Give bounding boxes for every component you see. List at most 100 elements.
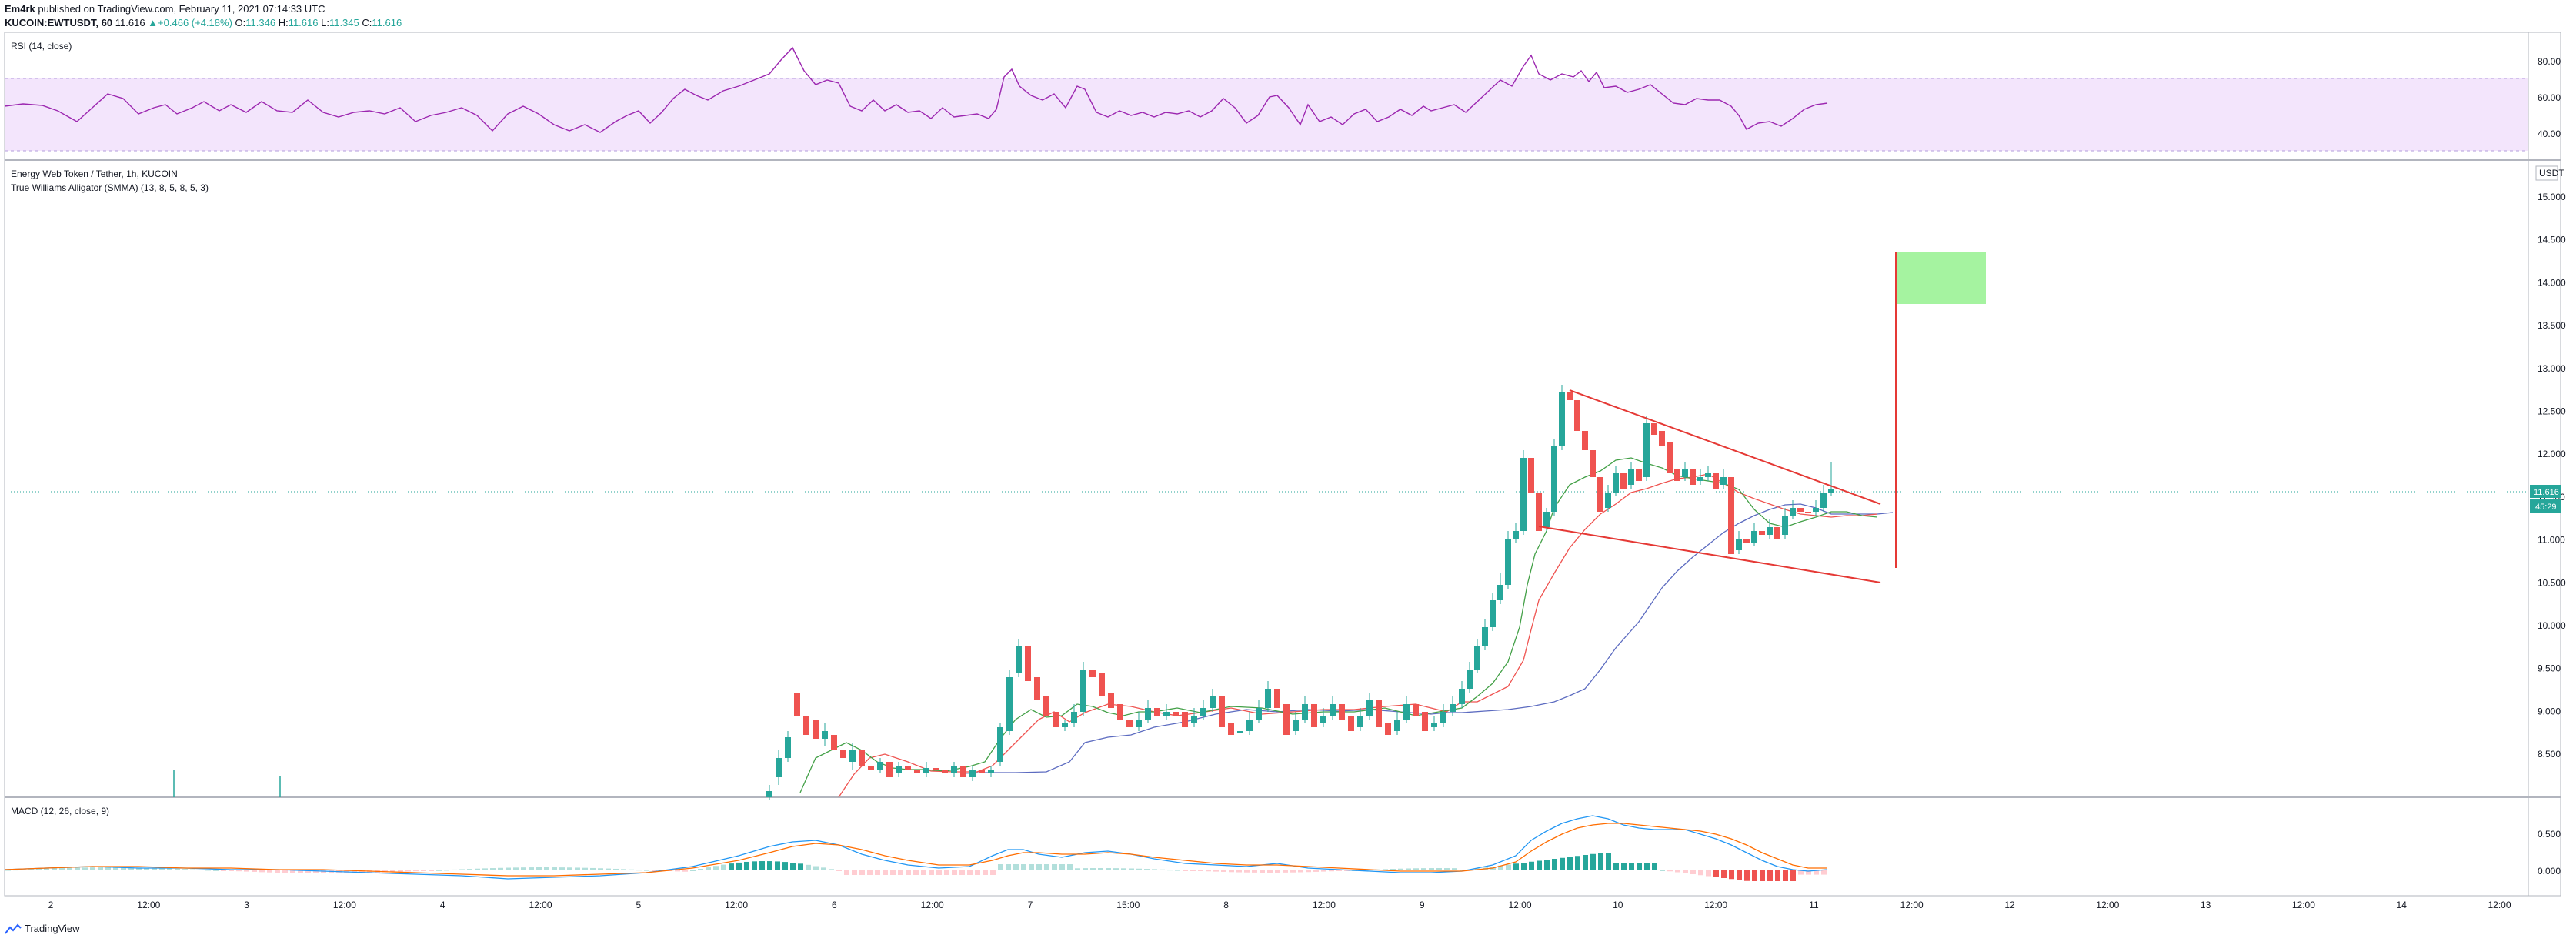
candle-body[interactable] — [1605, 493, 1611, 508]
candle-body[interactable] — [1274, 689, 1280, 708]
candle-body[interactable] — [1025, 646, 1031, 681]
candle-body[interactable] — [1667, 442, 1673, 473]
candle-body[interactable] — [1820, 493, 1827, 508]
macd-pane[interactable]: MACD (12, 26, close, 9) 0.500 0.000 — [4, 806, 2561, 881]
candle-body[interactable] — [1293, 720, 1299, 731]
lower-trendline[interactable] — [1538, 526, 1881, 583]
candle-body[interactable] — [1536, 493, 1542, 531]
candle-body[interactable] — [1728, 477, 1734, 554]
candle-body[interactable] — [1567, 392, 1573, 400]
candle-body[interactable] — [1505, 539, 1511, 585]
candle-body[interactable] — [1582, 431, 1588, 450]
candle-body[interactable] — [1782, 516, 1788, 535]
candle-body[interactable] — [1636, 469, 1642, 481]
candle-body[interactable] — [1043, 696, 1049, 716]
candle-body[interactable] — [942, 770, 948, 773]
candle-body[interactable] — [785, 737, 791, 758]
candle-body[interactable] — [1674, 469, 1680, 481]
candle-body[interactable] — [1643, 423, 1650, 477]
tradingview-logo-icon[interactable] — [5, 923, 22, 934]
candle-body[interactable] — [1759, 531, 1765, 535]
candle-body[interactable] — [1062, 723, 1068, 727]
candle-body[interactable] — [1590, 450, 1596, 477]
candle-body[interactable] — [1403, 704, 1410, 720]
candle-body[interactable] — [1173, 712, 1179, 716]
candle-body[interactable] — [1659, 431, 1665, 446]
candle-body[interactable] — [1751, 531, 1757, 543]
candle-body[interactable] — [1713, 473, 1719, 489]
candle-body[interactable] — [1620, 473, 1627, 489]
candle-body[interactable] — [1528, 458, 1534, 493]
candle-body[interactable] — [877, 762, 883, 770]
candle-body[interactable] — [1790, 508, 1796, 516]
candle-body[interactable] — [1551, 446, 1557, 512]
candle-body[interactable] — [933, 768, 939, 770]
candle-body[interactable] — [1006, 677, 1013, 731]
candle-body[interactable] — [1651, 423, 1657, 435]
candle-body[interactable] — [1339, 704, 1345, 720]
candle-body[interactable] — [1385, 723, 1391, 735]
candle-body[interactable] — [1422, 712, 1428, 731]
candle-body[interactable] — [1237, 731, 1243, 733]
candle-body[interactable] — [1089, 670, 1096, 677]
candle-body[interactable] — [1117, 704, 1123, 720]
candle-body[interactable] — [1682, 469, 1688, 477]
candle-body[interactable] — [1366, 700, 1373, 716]
target-zone-box[interactable] — [1897, 252, 1986, 304]
candle-body[interactable] — [1805, 512, 1811, 513]
candle-body[interactable] — [1210, 696, 1216, 708]
candle-body[interactable] — [803, 716, 809, 735]
candle-body[interactable] — [859, 750, 865, 766]
candle-body[interactable] — [1228, 723, 1234, 735]
candle-body[interactable] — [914, 770, 920, 773]
candle-body[interactable] — [1513, 531, 1519, 539]
candle-body[interactable] — [1690, 469, 1696, 485]
candle-body[interactable] — [1774, 527, 1780, 539]
candle-body[interactable] — [1797, 508, 1804, 512]
candle-body[interactable] — [1145, 708, 1151, 720]
candle-body[interactable] — [1311, 704, 1317, 727]
candle-body[interactable] — [1080, 670, 1086, 712]
candle-body[interactable] — [1348, 716, 1354, 731]
candle-body[interactable] — [896, 766, 902, 773]
candle-body[interactable] — [1597, 477, 1603, 512]
symbol-label[interactable]: KUCOIN:EWTUSDT, 60 — [5, 17, 113, 28]
candle-body[interactable] — [1697, 477, 1703, 481]
price-axis[interactable]: 15.000 14.500 14.000 13.500 13.000 12.500 12.0… — [2538, 192, 2566, 760]
candle-body[interactable] — [1126, 720, 1133, 727]
candle-body[interactable] — [1191, 716, 1197, 723]
candle-body[interactable] — [1154, 708, 1160, 716]
footer-brand[interactable]: TradingView — [25, 923, 80, 934]
candle-body[interactable] — [1136, 720, 1142, 727]
candle-body[interactable] — [813, 720, 819, 739]
candle-body[interactable] — [1520, 458, 1527, 531]
candle-body[interactable] — [1574, 400, 1580, 431]
candle-body[interactable] — [905, 766, 911, 770]
candle-body[interactable] — [1357, 716, 1363, 727]
candle-body[interactable] — [1246, 720, 1253, 731]
candle-body[interactable] — [951, 766, 957, 773]
candlestick-series[interactable] — [766, 385, 1834, 800]
candle-body[interactable] — [840, 750, 846, 758]
time-axis[interactable]: 2 12:00 3 12:00 4 12:00 5 12:00 6 12:00 7 15:00 8 12:… — [48, 900, 2511, 910]
candle-body[interactable] — [923, 768, 929, 773]
candle-body[interactable] — [1743, 539, 1750, 543]
candle-body[interactable] — [1440, 712, 1446, 723]
candle-body[interactable] — [1467, 670, 1473, 689]
candle-body[interactable] — [868, 766, 874, 770]
candle-body[interactable] — [1182, 712, 1188, 727]
candle-body[interactable] — [1474, 646, 1480, 670]
candle-body[interactable] — [1497, 585, 1503, 600]
candle-body[interactable] — [1490, 600, 1496, 627]
candle-body[interactable] — [1053, 712, 1059, 727]
candle-body[interactable] — [1828, 489, 1834, 493]
candle-body[interactable] — [1613, 473, 1619, 493]
candle-body[interactable] — [1099, 673, 1105, 696]
candle-body[interactable] — [1219, 696, 1225, 727]
candle-body[interactable] — [1108, 693, 1114, 708]
publisher-name[interactable]: Em4rk — [5, 3, 35, 15]
candle-body[interactable] — [1450, 704, 1456, 712]
rsi-pane[interactable]: RSI (14, close) 80.00 60.00 40.00 — [4, 41, 2561, 152]
candle-body[interactable] — [1394, 720, 1400, 731]
